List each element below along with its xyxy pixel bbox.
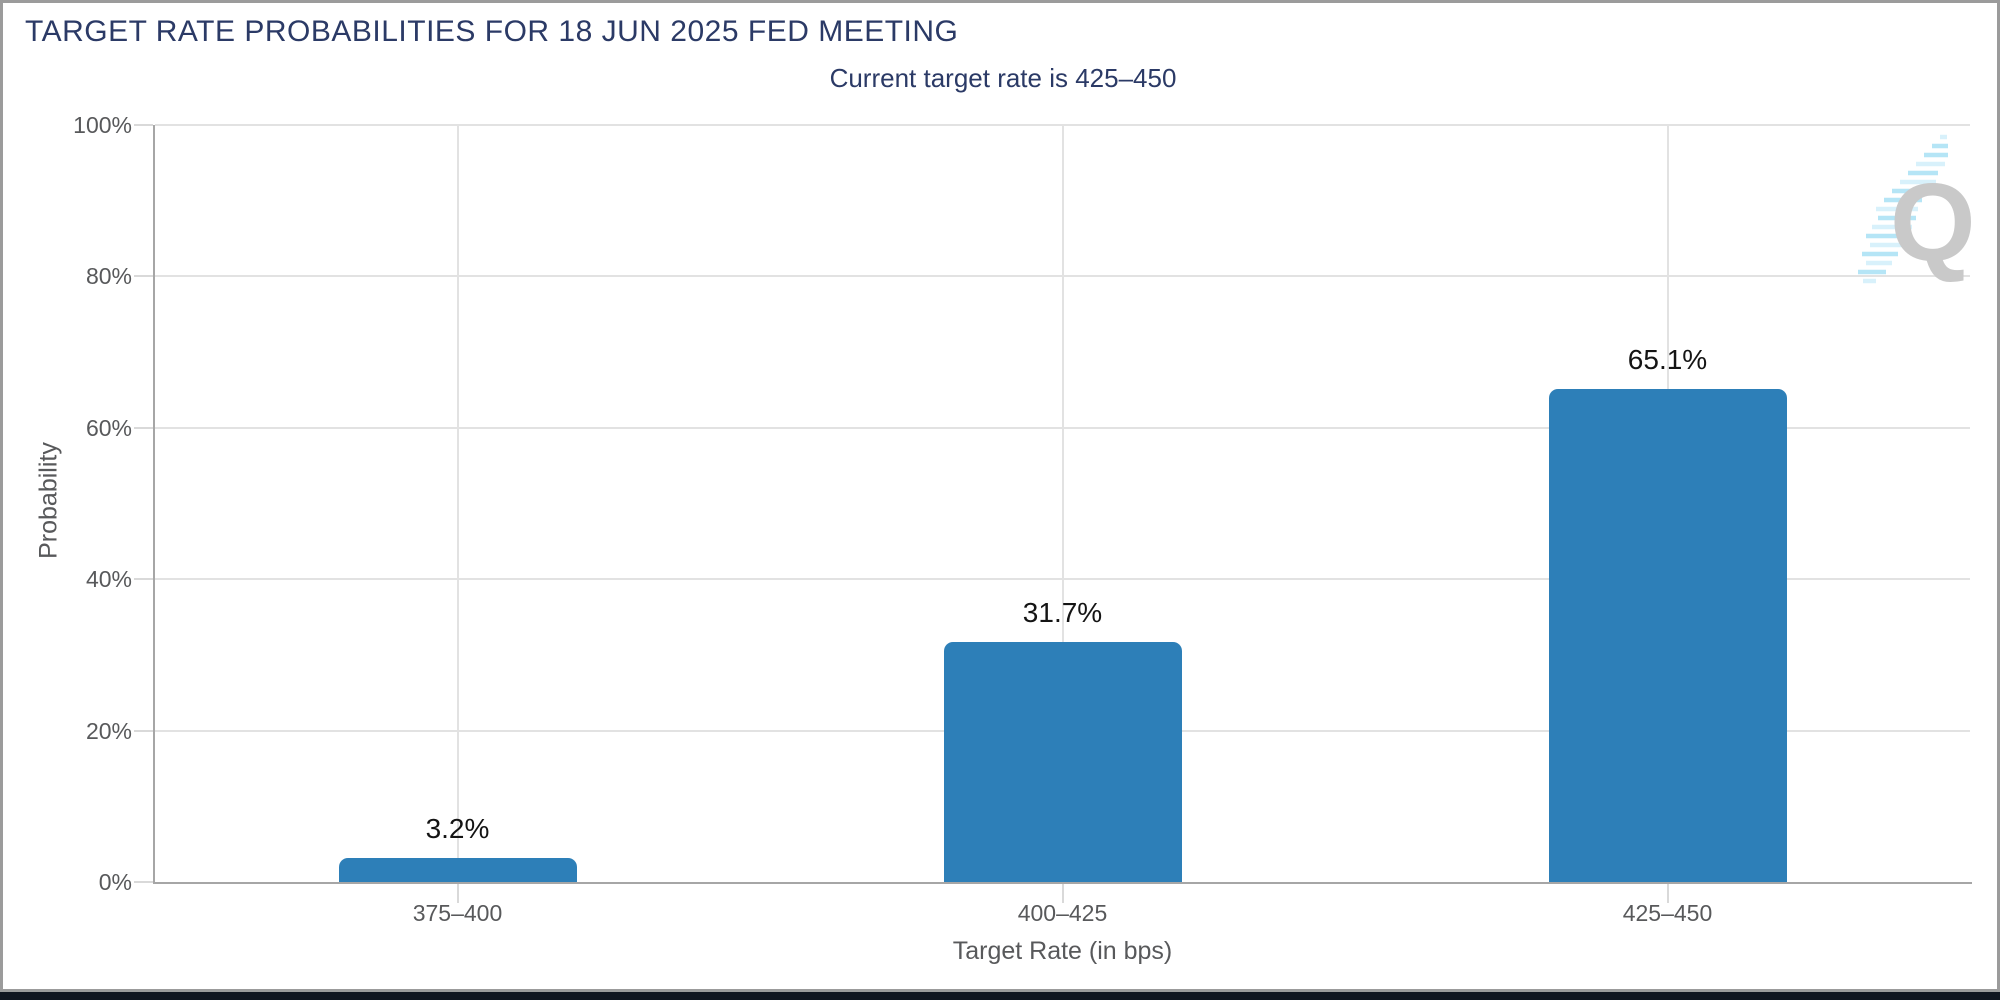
logo-q-letter: Q xyxy=(1890,161,1973,284)
y-tick-60 xyxy=(134,426,153,429)
y-axis-line xyxy=(153,125,155,884)
gridline-x-2 xyxy=(1061,125,1064,882)
x-tick-3 xyxy=(1666,884,1669,903)
y-tick-label-60: 60% xyxy=(85,414,132,441)
x-tick-2 xyxy=(1061,884,1064,903)
x-category-label-375–400: 375–400 xyxy=(412,900,503,926)
y-axis-title: Probability xyxy=(34,442,63,559)
bar-value-425–450: 65.1% xyxy=(1627,344,1708,375)
y-tick-100 xyxy=(134,124,153,126)
x-category-label-400–425: 400–425 xyxy=(1017,900,1108,926)
q-watermark-logo: Q xyxy=(1858,134,1973,284)
footer-bar xyxy=(0,992,2000,1000)
y-tick-label-0: 0% xyxy=(98,869,132,895)
y-tick-label-20: 20% xyxy=(85,717,132,744)
bar-400–425[interactable] xyxy=(943,642,1182,882)
x-axis-title: Target Rate (in bps) xyxy=(952,937,1173,965)
chart-title: TARGET RATE PROBABILITIES FOR 18 JUN 202… xyxy=(25,15,959,48)
bar-value-400–425: 31.7% xyxy=(1022,597,1103,628)
plot-area: 0% 20% 40% 60% 80% 100% 3.2% 375–400 31.7% 400–42… xyxy=(73,112,1972,926)
y-tick-80 xyxy=(134,275,153,278)
x-tick-1 xyxy=(456,884,459,903)
y-tick-label-40: 40% xyxy=(85,566,132,593)
chart-subtitle: Current target rate is 425–450 xyxy=(829,63,1177,93)
y-tick-label-100: 100% xyxy=(73,112,132,138)
y-tick-20 xyxy=(134,729,153,732)
bar-375–400[interactable] xyxy=(338,858,577,882)
x-category-label-425–450: 425–450 xyxy=(1622,900,1713,926)
bar-425–450[interactable] xyxy=(1548,389,1787,882)
gridline-x-1 xyxy=(456,125,459,882)
logo-swoosh-stripes xyxy=(1858,134,1948,284)
y-tick-40 xyxy=(134,578,153,581)
y-tick-label-80: 80% xyxy=(85,263,132,290)
y-tick-0 xyxy=(134,881,153,883)
bar-value-375–400: 3.2% xyxy=(425,813,490,844)
x-axis-line xyxy=(153,882,1972,884)
